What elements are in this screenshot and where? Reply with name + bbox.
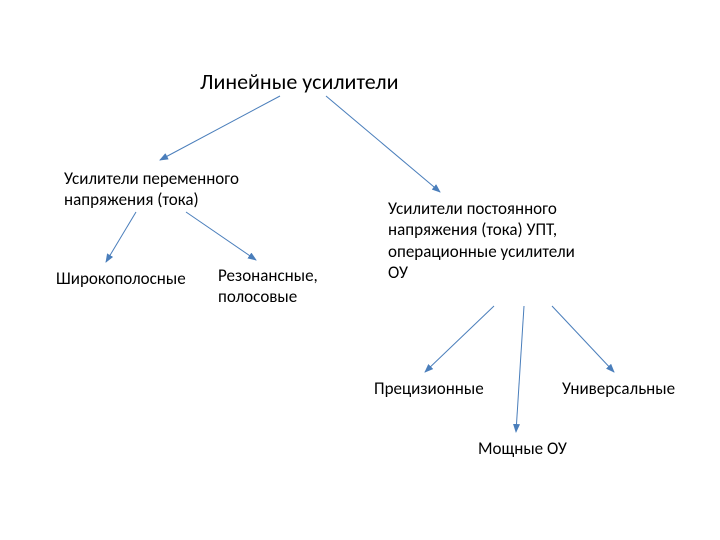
node-broadband: Широкополосные xyxy=(56,268,216,289)
node-dc-amplifiers: Усилители постоянного напряжения (тока) … xyxy=(388,198,578,283)
node-ac-amplifiers: Усилители переменного напряжения (тока) xyxy=(64,168,294,211)
node-precision: Прецизионные xyxy=(374,378,514,399)
node-universal: Универсальные xyxy=(562,378,702,399)
node-root: Линейные усилители xyxy=(200,68,460,96)
node-powerful-ou: Мощные ОУ xyxy=(478,438,598,459)
node-resonant: Резонансные, полосовые xyxy=(218,265,358,308)
